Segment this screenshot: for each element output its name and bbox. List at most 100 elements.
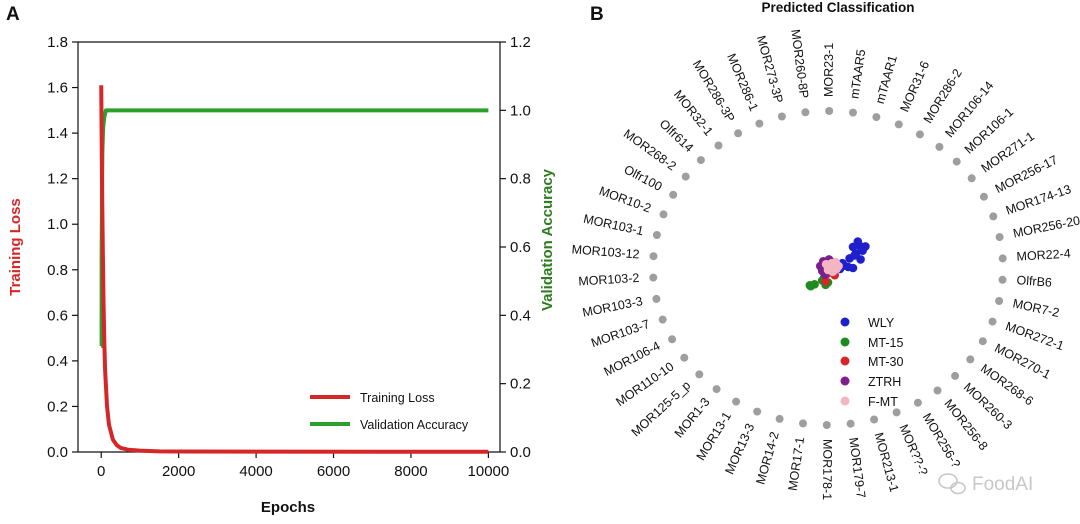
legend-marker-fmt <box>840 396 850 406</box>
legend-label-ztrh: ZTRH <box>868 375 901 389</box>
y2-tick-label: 1.0 <box>510 102 531 119</box>
point-wly <box>853 237 863 246</box>
ring-label: MOR31-6 <box>897 59 932 114</box>
chart-title: Predicted Classification <box>761 0 914 15</box>
y-tick-label: 0.0 <box>47 444 68 461</box>
point-wly <box>856 255 865 264</box>
ring-label: MOR??-? <box>896 422 930 477</box>
ring-dot <box>714 141 723 150</box>
ring-label: MOR260-8P <box>788 29 811 100</box>
legend-marker-wly <box>840 317 850 327</box>
ring-dot <box>658 315 667 324</box>
y-tick-label: 1.8 <box>47 34 68 51</box>
ring-dot <box>825 107 834 115</box>
ring-dot <box>951 371 960 380</box>
x-axis-title: Epochs <box>261 499 315 516</box>
point-fmt <box>828 267 838 277</box>
ring-dot <box>659 210 668 219</box>
ring-dot <box>988 317 997 326</box>
x-tick-label: 2000 <box>162 463 195 480</box>
point-fmt <box>834 261 843 271</box>
y2-tick-label: 1.2 <box>510 34 531 51</box>
ring-dot <box>696 156 705 165</box>
ring-dot <box>915 130 924 139</box>
legend: WLY MT-15 MT-30 ZTRH F-MT <box>840 316 903 409</box>
ring-dot <box>995 297 1004 305</box>
ring-dot <box>967 174 976 183</box>
ring-dot <box>775 414 784 423</box>
ring-dot <box>913 398 922 407</box>
y2-tick-label: 0.2 <box>510 376 531 393</box>
x-tick-label: 4000 <box>239 463 272 480</box>
ring-dot <box>892 408 901 417</box>
y-tick-label: 1.0 <box>47 216 68 233</box>
ring-dot <box>755 119 764 128</box>
y-tick-label: 1.2 <box>47 171 68 188</box>
ring-dot <box>669 190 678 199</box>
ring-dot <box>652 231 661 239</box>
ring-label: MOR22-4 <box>1016 247 1071 264</box>
ring-dot <box>734 129 743 138</box>
ring-label: MOR23-1 <box>822 43 836 97</box>
ring-dot <box>870 415 879 424</box>
ring-dot <box>822 421 831 429</box>
legend-label-fmt: F-MT <box>868 395 898 409</box>
point-fmt <box>821 259 831 269</box>
ring-dot <box>668 335 677 344</box>
ring-label: MOR103-2 <box>578 271 640 289</box>
legend-marker-ztrh <box>840 376 850 386</box>
ring-dot <box>695 370 704 379</box>
legend: Training Loss Validation Accuracy <box>310 391 469 432</box>
legend-label-wly: WLY <box>868 316 895 330</box>
ring-dot <box>933 386 942 395</box>
point-wly <box>850 251 859 260</box>
ring-label: MOR14-2 <box>753 430 781 486</box>
scatter-points <box>805 237 870 291</box>
y2-tick-label: 0.4 <box>510 307 531 324</box>
y-tick-label: 0.8 <box>47 262 68 279</box>
ring-label: OlfrB6 <box>1016 273 1052 290</box>
y2-tick-label: 0.8 <box>510 171 531 188</box>
series-lines <box>99 85 489 454</box>
ring-dot <box>894 120 903 129</box>
legend-marker-mt15 <box>840 337 850 347</box>
ring-dot <box>799 419 807 428</box>
panel-a-line-chart: 0.0 0.2 0.4 0.6 0.8 1.0 1.2 1.4 1.6 1.8 0.0 0.2 0.4… <box>7 34 556 516</box>
ring-label: MOR103-3 <box>581 294 644 320</box>
ring-dot <box>732 397 741 406</box>
ring-label: MOR7-2 <box>1011 296 1060 320</box>
ring-dot <box>952 157 961 166</box>
ring-dot <box>712 385 721 394</box>
y-tick-label: 1.4 <box>47 125 68 142</box>
ring-dot <box>777 112 786 121</box>
ring-dot <box>649 273 658 282</box>
x-tick-label: 6000 <box>317 463 350 480</box>
watermark-text: FoodAI <box>972 474 1033 495</box>
ring-label: Olfr100 <box>622 162 665 194</box>
ring-dot <box>849 108 857 117</box>
y2-tick-label: 0.0 <box>510 444 531 461</box>
y-axis-right-title: Validation Accuracy <box>539 168 556 311</box>
y-axis-right-ticks: 0.0 0.2 0.4 0.6 0.8 1.0 1.2 <box>500 34 531 461</box>
ring-dot <box>872 113 881 122</box>
ring-dot <box>935 142 944 151</box>
legend-label-mt30: MT-30 <box>868 355 903 369</box>
ring-label: mTAAR5 <box>847 48 868 99</box>
y-axis-left-title: Training Loss <box>7 198 24 296</box>
y-tick-label: 0.2 <box>47 398 68 415</box>
series-line-validation-accuracy <box>99 108 489 349</box>
ring-label: MOR10-2 <box>597 184 653 216</box>
wechat-icon <box>938 473 966 495</box>
y-axis-left-ticks: 0.0 0.2 0.4 0.6 0.8 1.0 1.2 1.4 1.6 1.8 <box>47 34 78 461</box>
ring-dot <box>998 254 1007 263</box>
ring-label: mTAAR1 <box>873 54 900 106</box>
legend-label-mt15: MT-15 <box>868 336 903 350</box>
ring-dot <box>978 337 987 346</box>
x-tick-label: 8000 <box>394 463 427 480</box>
ring-label: MOR178-1 <box>820 439 834 500</box>
ring-label: MOR179-7 <box>846 437 868 499</box>
ring-dot <box>966 355 975 364</box>
point-wly <box>848 263 858 273</box>
